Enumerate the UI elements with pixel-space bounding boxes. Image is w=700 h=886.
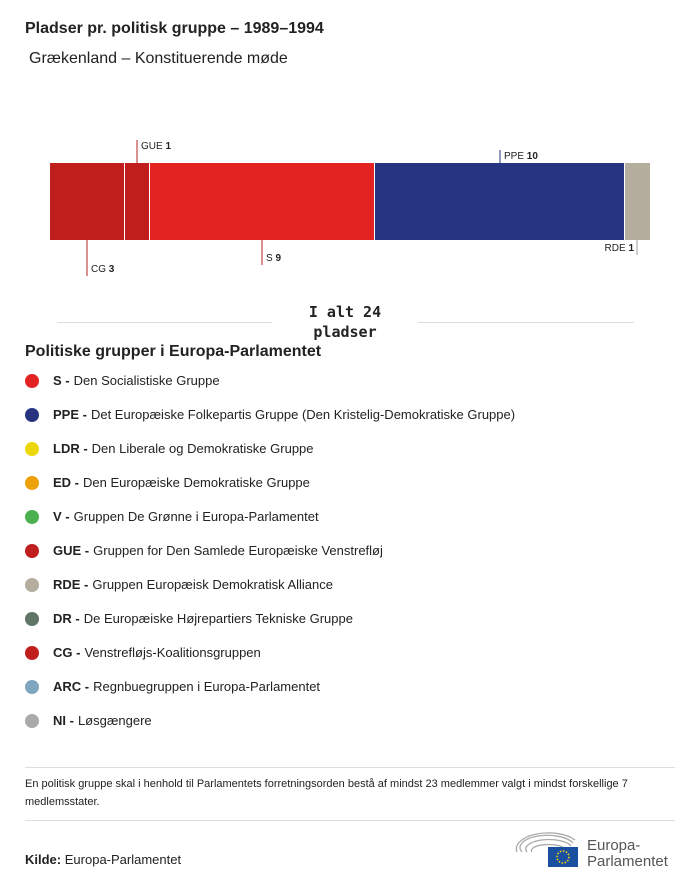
- label-ppe: PPE 10: [504, 151, 538, 162]
- legend-swatch: [25, 407, 39, 422]
- legend-abbr: LDR -: [53, 441, 88, 456]
- legend-abbr: S -: [53, 373, 70, 388]
- bar-cg: [50, 163, 124, 240]
- divider: [25, 767, 675, 768]
- legend-name: Gruppen De Grønne i Europa-Parlamentet: [73, 509, 319, 524]
- legend-item: ARC - Regnbuegruppen i Europa-Parlamentet: [25, 679, 320, 694]
- legend-item: S - Den Socialistiske Gruppe: [25, 373, 220, 388]
- legend-name: Gruppen for Den Samlede Europæiske Venst…: [93, 543, 383, 558]
- legend-item: GUE - Gruppen for Den Samlede Europæiske …: [25, 543, 383, 558]
- legend-abbr: V -: [53, 509, 70, 524]
- divider: [25, 820, 675, 821]
- legend-item: PPE - Det Europæiske Folkepartis Gruppe (…: [25, 407, 515, 422]
- source-label: Kilde:: [25, 852, 62, 867]
- source: Kilde: Europa-Parlamentet: [25, 852, 181, 867]
- svg-text:Parlamentet: Parlamentet: [587, 853, 669, 870]
- legend-name: Venstrefløjs-Koalitionsgruppen: [84, 645, 261, 660]
- legend-swatch: [25, 441, 39, 456]
- legend-name: Den Liberale og Demokratiske Gruppe: [91, 441, 314, 456]
- divider: [57, 322, 272, 323]
- legend-name: Regnbuegruppen i Europa-Parlamentet: [93, 679, 321, 694]
- legend-swatch: [25, 509, 39, 524]
- legend-swatch: [25, 373, 39, 388]
- legend-title: Politiske grupper i Europa-Parlamentet: [25, 343, 322, 360]
- legend-item: CG - Venstrefløjs-Koalitionsgruppen: [25, 645, 261, 660]
- legend-abbr: CG -: [53, 645, 81, 660]
- label-rde: RDE 1: [605, 243, 635, 254]
- logo-text: Europa-: [587, 837, 640, 854]
- ep-logo: Europa- Parlamentet: [515, 830, 680, 875]
- legend-abbr: RDE -: [53, 577, 89, 592]
- label-gue: GUE 1: [141, 141, 171, 152]
- legend-item: V - Gruppen De Grønne i Europa-Parlamente…: [25, 509, 319, 524]
- label-cg: CG 3: [91, 264, 115, 275]
- chart-subtitle: Grækenland – Konstituerende møde: [29, 50, 288, 67]
- legend-item: ED - Den Europæiske Demokratiske Gruppe: [25, 475, 310, 490]
- total-seats: I alt 24 pladser: [272, 302, 418, 342]
- legend-swatch: [25, 543, 39, 558]
- legend-swatch: [25, 577, 39, 592]
- bar-gue: [125, 163, 149, 240]
- legend-abbr: GUE -: [53, 543, 90, 558]
- bar-rde: [625, 163, 650, 240]
- legend-abbr: DR -: [53, 611, 80, 626]
- legend-name: Den Socialistiske Gruppe: [73, 373, 220, 388]
- legend-item: LDR - Den Liberale og Demokratiske Gruppe: [25, 441, 314, 456]
- total-line2: pladser: [313, 323, 377, 341]
- legend-abbr: PPE -: [53, 407, 87, 422]
- legend-name: Den Europæiske Demokratiske Gruppe: [83, 475, 310, 490]
- legend-swatch: [25, 679, 39, 694]
- footnote: En politisk gruppe skal i henhold til Pa…: [25, 778, 628, 808]
- legend-name: Gruppen Europæisk Demokratisk Alliance: [92, 577, 333, 592]
- legend-abbr: ED -: [53, 475, 79, 490]
- source-value: Europa-Parlamentet: [64, 852, 182, 867]
- legend-abbr: NI -: [53, 713, 74, 728]
- legend-item: DR - De Europæiske Højrepartiers Tekniske…: [25, 611, 353, 626]
- total-line1: I alt 24: [308, 303, 382, 321]
- legend-swatch: [25, 611, 39, 626]
- label-s: S 9: [266, 253, 281, 264]
- legend-name: Det Europæiske Folkepartis Gruppe (Den K…: [90, 407, 516, 422]
- legend-name: Løsgængere: [77, 713, 152, 728]
- divider: [418, 322, 634, 323]
- legend-swatch: [25, 713, 39, 728]
- legend-swatch: [25, 645, 39, 660]
- legend-item: RDE - Gruppen Europæisk Demokratisk Allia…: [25, 577, 333, 592]
- bar-ppe: [375, 163, 624, 240]
- legend-name: De Europæiske Højrepartiers Tekniske Gru…: [83, 611, 353, 626]
- seat-bar-chart: CG 3 GUE 1 S 9 PPE 10 RDE 1: [50, 140, 650, 276]
- legend-abbr: ARC -: [53, 679, 90, 694]
- bar-s: [150, 163, 374, 240]
- chart-title: Pladser pr. politisk gruppe – 1989–1994: [25, 20, 324, 37]
- legend-item: NI - Løsgængere: [25, 713, 152, 728]
- legend-swatch: [25, 475, 39, 490]
- ep-logo-icon: Europa- Parlamentet: [515, 832, 669, 870]
